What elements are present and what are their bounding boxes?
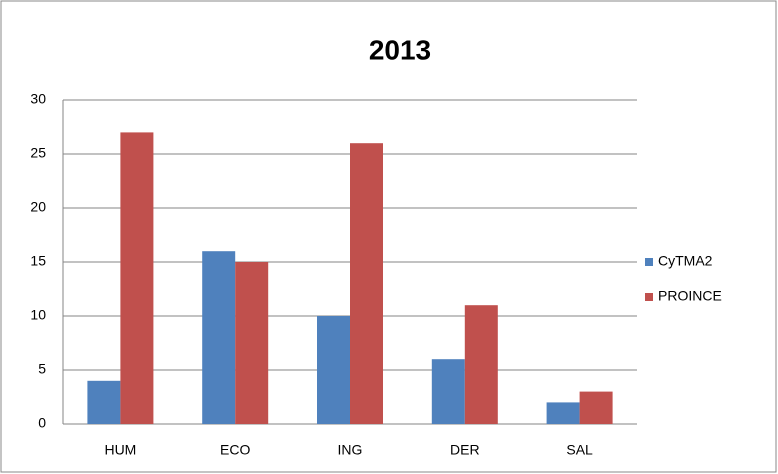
bar [350,143,383,424]
x-tick-label: SAL [566,442,593,458]
bar [431,359,465,424]
x-tick-label: HUM [104,442,136,458]
y-tick-label: 0 [38,415,46,431]
bar [464,305,498,424]
y-tick-label: 25 [30,145,46,161]
legend-label: PROINCE [658,288,722,304]
bar [202,251,236,424]
y-tick-label: 30 [30,91,46,107]
x-tick-label: DER [450,442,480,458]
legend-label: CyTMA2 [658,253,713,269]
legend-swatch [645,258,653,266]
bar [546,402,580,424]
bar [235,262,269,424]
bar [120,132,154,424]
x-tick-label: ING [338,442,363,458]
y-tick-label: 20 [30,199,46,215]
y-tick-label: 5 [38,361,46,377]
bar [87,380,121,424]
chart-title: 2013 [369,34,431,65]
y-tick-label: 10 [30,307,46,323]
y-tick-label: 15 [30,253,46,269]
legend-swatch [645,293,653,301]
x-tick-label: ECO [220,442,250,458]
bar [579,391,613,424]
bar [317,316,350,424]
